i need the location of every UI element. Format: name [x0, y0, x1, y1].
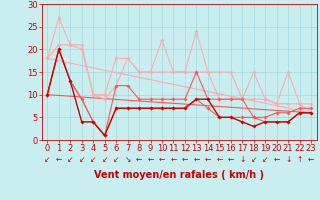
Text: ←: ←: [205, 155, 211, 164]
Text: ↙: ↙: [78, 155, 85, 164]
Text: ←: ←: [56, 155, 62, 164]
Text: ↙: ↙: [67, 155, 74, 164]
Text: ↙: ↙: [101, 155, 108, 164]
Text: ←: ←: [136, 155, 142, 164]
Text: ↘: ↘: [124, 155, 131, 164]
Text: ←: ←: [182, 155, 188, 164]
Text: ←: ←: [274, 155, 280, 164]
Text: ←: ←: [159, 155, 165, 164]
Text: ↙: ↙: [262, 155, 268, 164]
Text: ←: ←: [216, 155, 222, 164]
Text: ↑: ↑: [296, 155, 303, 164]
X-axis label: Vent moyen/en rafales ( km/h ): Vent moyen/en rafales ( km/h ): [94, 170, 264, 180]
Text: ←: ←: [228, 155, 234, 164]
Text: ↓: ↓: [285, 155, 291, 164]
Text: ↙: ↙: [44, 155, 51, 164]
Text: ↙: ↙: [251, 155, 257, 164]
Text: ↙: ↙: [90, 155, 96, 164]
Text: ←: ←: [193, 155, 200, 164]
Text: ←: ←: [308, 155, 314, 164]
Text: ←: ←: [170, 155, 177, 164]
Text: ↓: ↓: [239, 155, 245, 164]
Text: ↙: ↙: [113, 155, 119, 164]
Text: ←: ←: [147, 155, 154, 164]
